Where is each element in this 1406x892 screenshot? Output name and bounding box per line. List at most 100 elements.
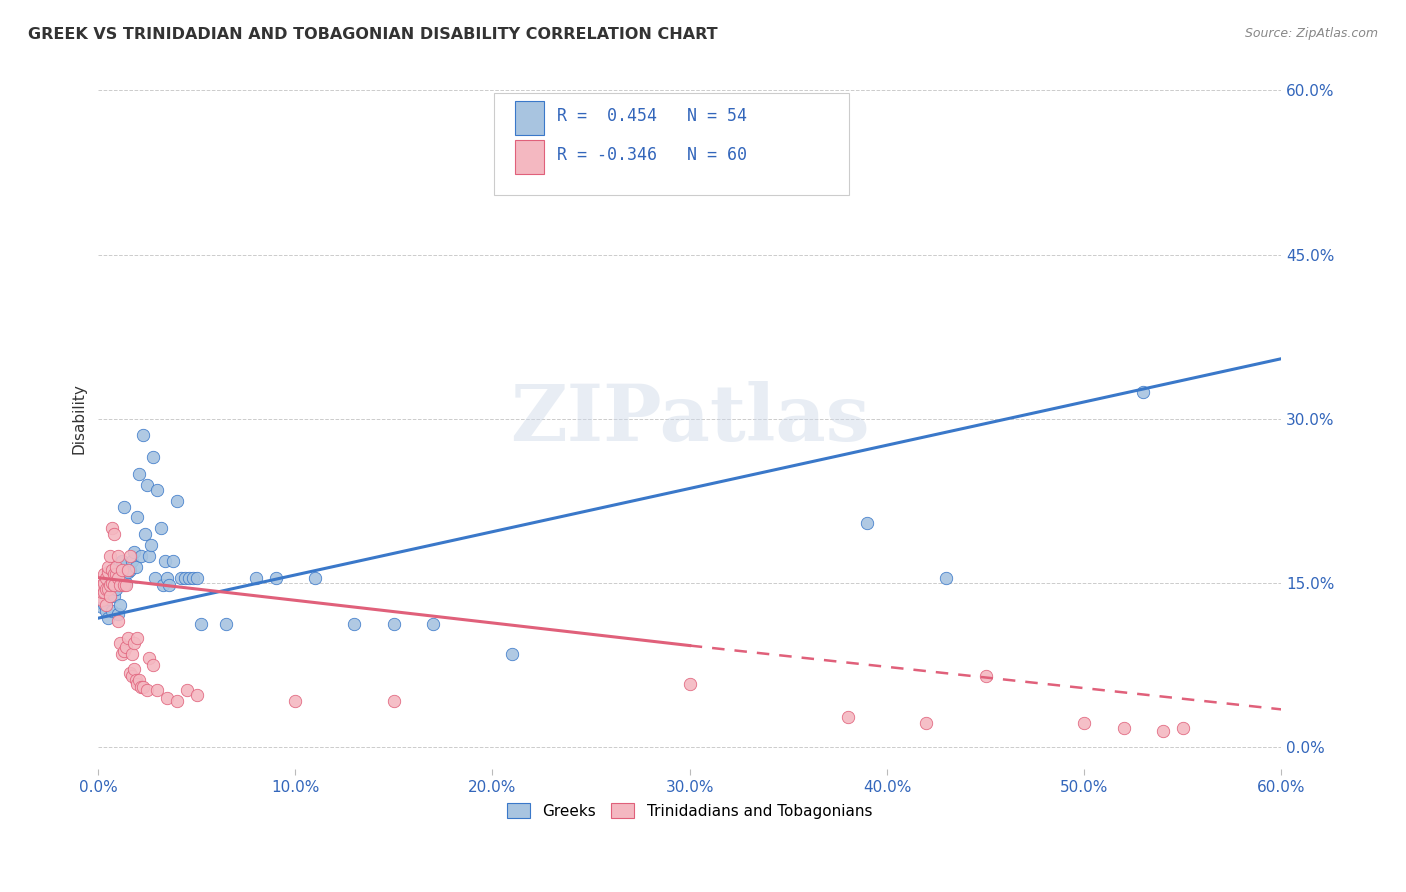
Point bbox=[343, 616, 366, 631]
Text: R =  0.454   N = 54: R = 0.454 N = 54 bbox=[557, 107, 747, 125]
Point bbox=[146, 483, 169, 497]
Point bbox=[128, 673, 150, 687]
Point bbox=[121, 554, 143, 568]
Point bbox=[173, 571, 195, 585]
Point bbox=[131, 549, 153, 563]
Point bbox=[245, 571, 267, 585]
Point bbox=[122, 662, 145, 676]
Point bbox=[114, 576, 136, 591]
Point bbox=[382, 694, 405, 708]
Point bbox=[108, 598, 131, 612]
Point bbox=[98, 578, 121, 592]
FancyBboxPatch shape bbox=[515, 102, 544, 135]
Point bbox=[108, 578, 131, 592]
Point bbox=[190, 616, 212, 631]
Text: R = -0.346   N = 60: R = -0.346 N = 60 bbox=[557, 145, 747, 164]
Point bbox=[152, 578, 174, 592]
Point bbox=[215, 616, 238, 631]
Text: GREEK VS TRINIDADIAN AND TOBAGONIAN DISABILITY CORRELATION CHART: GREEK VS TRINIDADIAN AND TOBAGONIAN DISA… bbox=[28, 27, 717, 42]
Point bbox=[127, 510, 149, 524]
Point bbox=[94, 582, 117, 596]
Point bbox=[101, 576, 124, 591]
Point bbox=[856, 516, 879, 530]
Point bbox=[156, 571, 179, 585]
Point bbox=[101, 603, 124, 617]
Point bbox=[1132, 384, 1154, 399]
Point bbox=[146, 683, 169, 698]
Point bbox=[107, 563, 129, 577]
Point bbox=[121, 669, 143, 683]
Point bbox=[114, 578, 136, 592]
Point bbox=[935, 571, 957, 585]
Point bbox=[94, 598, 117, 612]
Point bbox=[304, 571, 326, 585]
Point bbox=[97, 582, 120, 596]
Point bbox=[131, 680, 153, 694]
FancyBboxPatch shape bbox=[515, 140, 544, 174]
Point bbox=[91, 585, 114, 599]
Point bbox=[94, 571, 117, 585]
Point bbox=[837, 710, 859, 724]
Point bbox=[118, 549, 141, 563]
Point bbox=[89, 596, 111, 610]
Point bbox=[127, 677, 149, 691]
Point bbox=[170, 571, 193, 585]
Point bbox=[382, 616, 405, 631]
Point bbox=[284, 694, 307, 708]
Point bbox=[117, 631, 139, 645]
Point bbox=[156, 691, 179, 706]
Point bbox=[132, 680, 155, 694]
Point bbox=[138, 549, 160, 563]
Legend: Greeks, Trinidadians and Tobagonians: Greeks, Trinidadians and Tobagonians bbox=[501, 797, 879, 825]
Point bbox=[143, 571, 166, 585]
Point bbox=[111, 648, 134, 662]
Point bbox=[91, 592, 114, 607]
Point bbox=[103, 589, 125, 603]
Point bbox=[111, 578, 134, 592]
Point bbox=[91, 600, 114, 615]
Point bbox=[186, 571, 208, 585]
Point bbox=[166, 494, 188, 508]
Point bbox=[134, 527, 156, 541]
Point bbox=[141, 538, 163, 552]
Point bbox=[103, 567, 125, 582]
Point bbox=[97, 565, 120, 579]
Point bbox=[124, 673, 146, 687]
Point bbox=[136, 683, 159, 698]
Point bbox=[915, 716, 938, 731]
Point bbox=[117, 565, 139, 579]
Point bbox=[974, 669, 997, 683]
Point bbox=[157, 578, 180, 592]
Point bbox=[98, 589, 121, 603]
Point bbox=[112, 578, 135, 592]
Point bbox=[104, 559, 127, 574]
Point bbox=[153, 554, 176, 568]
Point bbox=[108, 636, 131, 650]
Point bbox=[111, 554, 134, 568]
Point bbox=[122, 636, 145, 650]
Point bbox=[93, 567, 115, 582]
Point bbox=[91, 578, 114, 592]
Point bbox=[1073, 716, 1095, 731]
Point bbox=[264, 571, 287, 585]
Point bbox=[124, 559, 146, 574]
Point bbox=[118, 563, 141, 577]
Point bbox=[101, 521, 124, 535]
Point bbox=[112, 500, 135, 514]
Point bbox=[107, 571, 129, 585]
Point bbox=[89, 589, 111, 603]
Point bbox=[128, 467, 150, 481]
Point bbox=[97, 582, 120, 596]
Point bbox=[117, 563, 139, 577]
Point bbox=[181, 571, 204, 585]
Point bbox=[104, 574, 127, 588]
Point bbox=[94, 603, 117, 617]
Point bbox=[94, 592, 117, 607]
Point bbox=[579, 154, 602, 169]
Point bbox=[501, 648, 523, 662]
Point bbox=[107, 607, 129, 621]
Point bbox=[150, 521, 173, 535]
Point bbox=[142, 658, 165, 673]
Point bbox=[122, 545, 145, 559]
Point bbox=[98, 585, 121, 599]
